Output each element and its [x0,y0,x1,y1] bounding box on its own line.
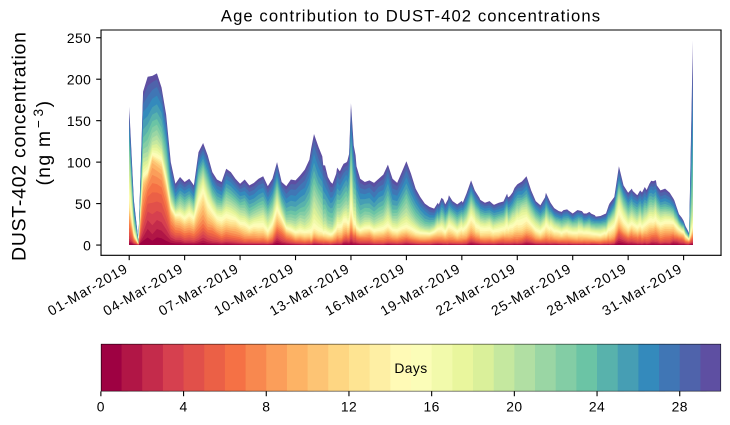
svg-text:20: 20 [506,399,522,415]
svg-text:24: 24 [589,399,605,415]
svg-text:16: 16 [424,399,440,415]
svg-text:Age contribution to DUST-402 c: Age contribution to DUST-402 concentrati… [221,7,601,26]
svg-text:( n g: ( n g m ) − 3 [23,95,55,186]
svg-text:0: 0 [83,237,91,253]
svg-text:Days: Days [394,360,427,376]
svg-text:250: 250 [67,30,91,46]
svg-text:200: 200 [67,71,91,87]
svg-text:28: 28 [672,399,688,415]
svg-text:100: 100 [67,154,91,170]
svg-text:0: 0 [97,399,105,415]
svg-text:12: 12 [341,399,357,415]
svg-text:4: 4 [179,399,187,415]
svg-text:8: 8 [262,399,270,415]
svg-text:150: 150 [67,113,91,129]
svg-text:DUST-402 concentration: DUST-402 concentration [8,31,30,261]
svg-text:50: 50 [75,196,91,212]
